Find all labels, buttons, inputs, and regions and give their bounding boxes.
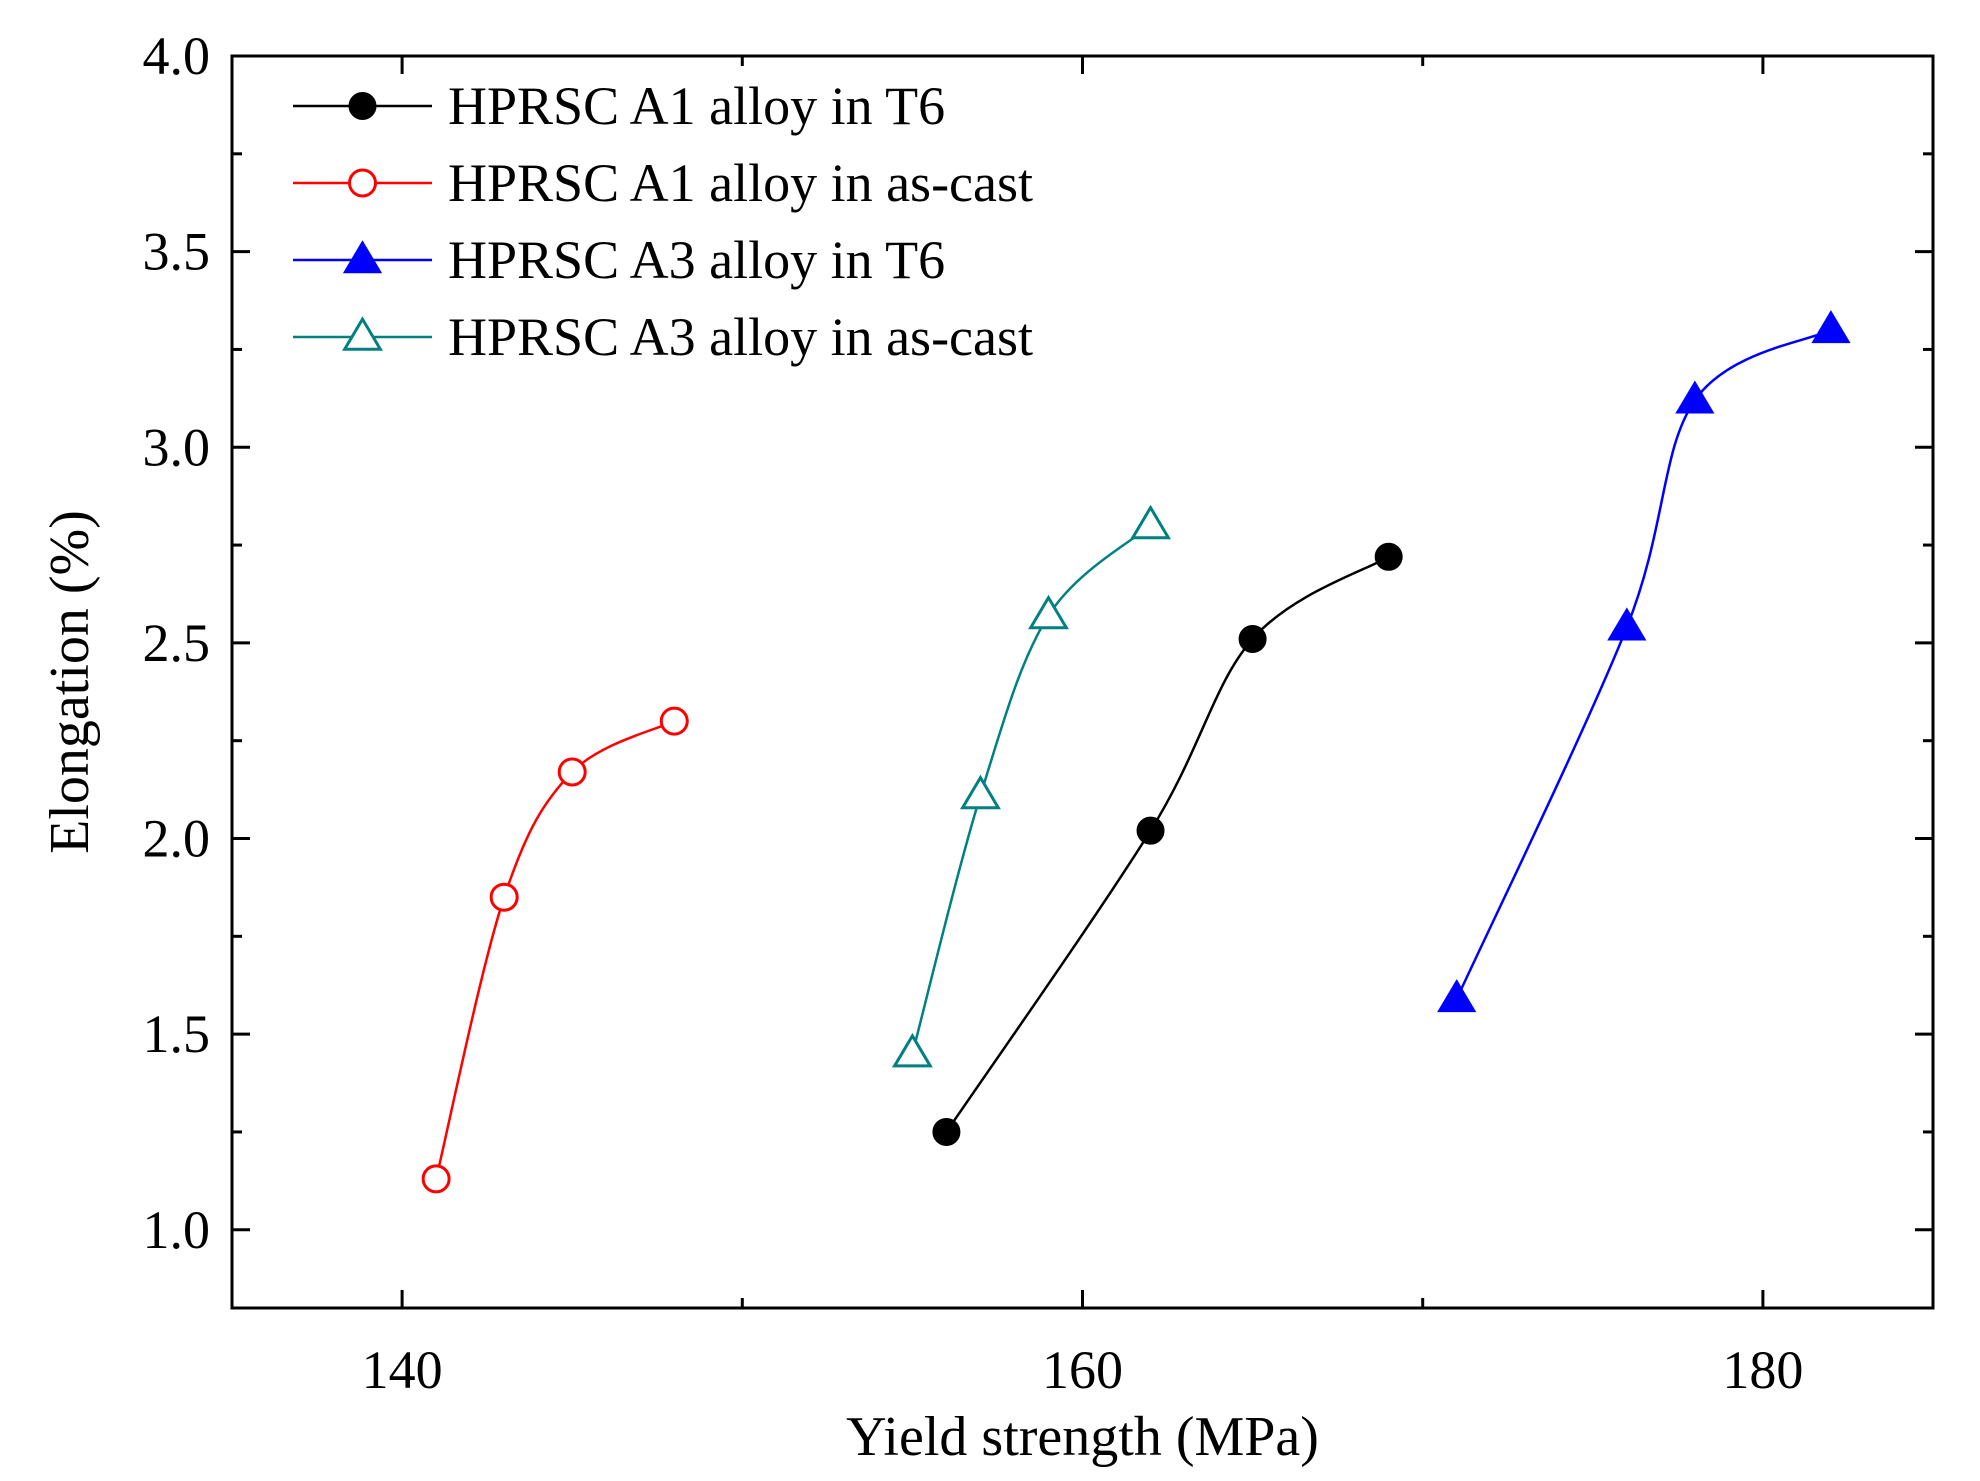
x-axis-title: Yield strength (MPa)	[846, 1406, 1319, 1468]
series-line-4	[911, 524, 1152, 1055]
data-point-series-2	[659, 706, 689, 736]
series-line-3	[1455, 328, 1832, 1000]
data-point-series-2	[421, 1164, 451, 1194]
series-line-2	[434, 720, 675, 1180]
data-point-series-1	[1136, 816, 1165, 845]
y-tick-label: 2.0	[143, 809, 211, 869]
data-point-series-2	[557, 757, 587, 787]
data-point-series-1	[932, 1117, 961, 1146]
data-point-series-3	[1607, 607, 1647, 641]
data-point-series-4	[1027, 594, 1069, 630]
legend: HPRSC A1 alloy in T6 HPRSC A1 alloy in as…	[293, 76, 1033, 367]
y-tick-label: 1.0	[143, 1200, 211, 1260]
legend-label-2: HPRSC A1 alloy in as-cast	[448, 153, 1033, 213]
legend-marker-4	[342, 316, 383, 351]
x-tick-label: 140	[362, 1340, 443, 1400]
x-tick-label: 160	[1042, 1340, 1123, 1400]
y-axis-title: Elongation (%)	[39, 510, 101, 854]
series-curves	[434, 328, 1832, 1180]
y-tick-label: 3.0	[143, 417, 211, 477]
data-point-series-4	[959, 774, 1001, 810]
data-point-series-1	[1374, 542, 1403, 571]
y-tick-label: 2.5	[143, 613, 211, 673]
legend-label-4: HPRSC A3 alloy in as-cast	[448, 307, 1033, 367]
y-tick-label: 3.5	[143, 222, 211, 282]
legend-marker-3	[342, 240, 383, 274]
legend-label-1: HPRSC A1 alloy in T6	[448, 76, 945, 136]
data-point-series-4	[1130, 504, 1172, 540]
legend-marker-1	[348, 92, 377, 120]
series-markers	[421, 310, 1851, 1194]
y-tick-label: 4.0	[143, 26, 211, 86]
data-point-series-1	[1238, 624, 1267, 653]
x-tick-label: 180	[1722, 1340, 1803, 1400]
data-point-series-3	[1437, 979, 1477, 1013]
data-point-series-2	[489, 882, 519, 912]
y-tick-label: 1.5	[143, 1004, 211, 1064]
legend-marker-2	[348, 168, 377, 198]
legend-label-3: HPRSC A3 alloy in T6	[448, 230, 945, 290]
data-point-series-3	[1811, 310, 1851, 344]
axis-ticks: 140 160 180 1.0 1.5 2.0 2.5 3.0 3.5 4.0	[143, 26, 1933, 1400]
data-point-series-4	[891, 1032, 933, 1068]
data-point-series-3	[1675, 380, 1715, 414]
series-line-1	[945, 555, 1390, 1133]
